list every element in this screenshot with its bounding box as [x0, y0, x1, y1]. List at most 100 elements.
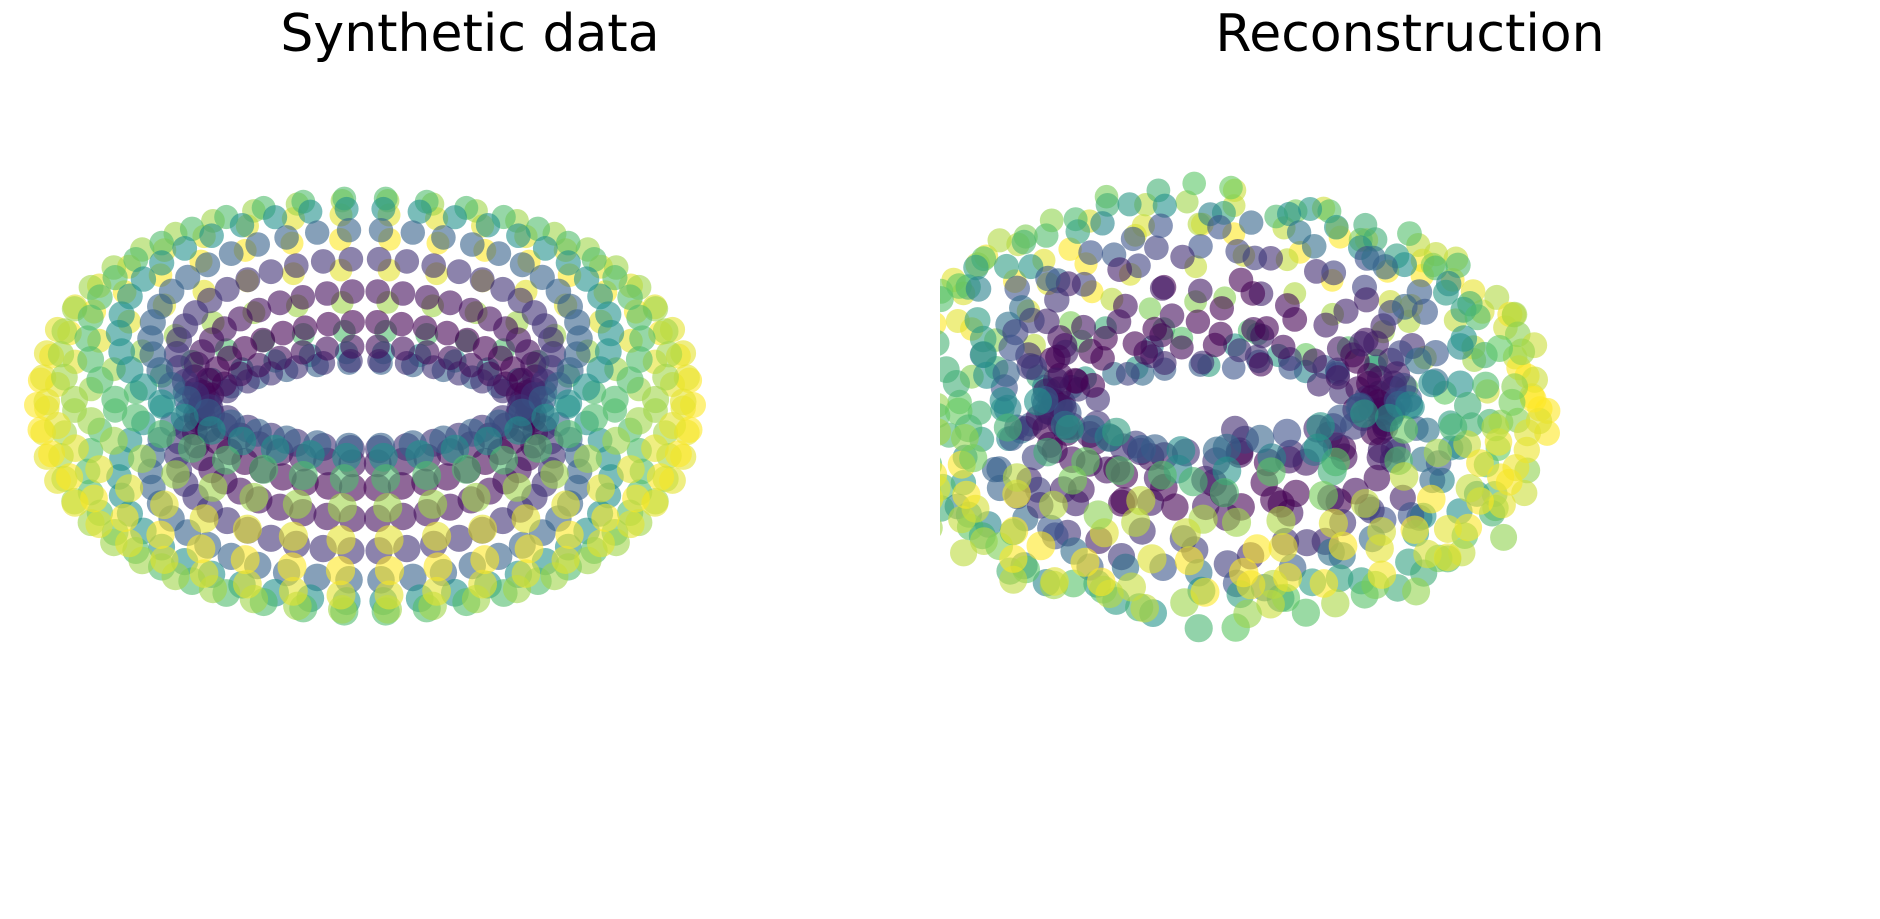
scatter-point: [325, 556, 356, 586]
scatter-point: [279, 576, 308, 606]
scatter-point: [1301, 234, 1327, 259]
scatter-point: [1117, 192, 1142, 217]
scatter-point: [1254, 316, 1279, 341]
scatter-point: [945, 309, 970, 333]
scatter-point: [1374, 403, 1404, 432]
scatter-point: [1137, 544, 1167, 574]
scatter-point: [326, 525, 356, 555]
scatter-point: [1466, 449, 1494, 477]
scatter-point: [511, 504, 541, 533]
scatter-point: [659, 412, 686, 439]
scatter-point: [1256, 457, 1286, 487]
scatter-point: [369, 442, 398, 472]
scatter-point: [1367, 560, 1397, 589]
scatter-point: [1065, 219, 1091, 244]
scatter-point: [245, 232, 270, 257]
scatter-point: [288, 461, 318, 490]
scatter-point: [1487, 463, 1515, 491]
scatter-point: [1293, 529, 1321, 557]
scatter-point: [267, 290, 293, 316]
scatter-point: [60, 385, 89, 414]
scatter-point: [1188, 278, 1213, 304]
scatter-point: [129, 373, 158, 401]
scatter-point: [445, 524, 473, 552]
scatter-point: [314, 281, 340, 306]
scatter-point: [1481, 413, 1510, 442]
scatter-point: [421, 253, 447, 278]
scatter-point: [412, 461, 442, 490]
scatter-point: [460, 232, 485, 257]
scatter-point: [30, 364, 57, 391]
scatter-point: [198, 473, 228, 502]
scatter-point: [1266, 505, 1296, 536]
scatter-point: [390, 336, 415, 361]
scatter-point: [189, 504, 219, 533]
scatter-point: [469, 267, 495, 293]
scatter-point: [400, 220, 425, 245]
scatter-point: [617, 284, 643, 311]
scatter-point: [468, 569, 497, 599]
scatter-point: [970, 341, 997, 368]
scatter-point: [310, 249, 336, 274]
scatter-point: [1353, 287, 1380, 313]
scatter-point: [121, 403, 150, 432]
scatter-point: [1115, 361, 1140, 386]
scatter-point: [1190, 350, 1215, 375]
scatter-point: [1034, 223, 1059, 248]
scatter-point: [1303, 433, 1333, 463]
scatter-point: [1120, 226, 1146, 252]
scatter-point: [434, 320, 460, 346]
scatter-point: [1078, 338, 1104, 364]
scatter-point: [1174, 546, 1204, 576]
scatter-point: [1138, 297, 1162, 321]
scatter-point: [74, 325, 101, 352]
scatter-point: [468, 514, 498, 544]
scatter-point: [999, 565, 1028, 594]
scatter-point: [170, 403, 199, 432]
scatter-point: [87, 284, 113, 311]
scatter-point: [365, 334, 390, 359]
scatter-point: [110, 503, 139, 532]
scatter-point: [940, 519, 943, 537]
scatter-point: [365, 279, 391, 304]
scatter-point: [502, 473, 532, 502]
scatter-point: [1446, 370, 1474, 398]
scatter-point: [629, 325, 656, 352]
scatter-point: [622, 484, 650, 513]
scatter-point: [1363, 330, 1389, 357]
scatter-point: [371, 464, 401, 494]
scatter-point: [1291, 598, 1320, 627]
scatter-point: [340, 279, 365, 304]
scatter-point: [1202, 332, 1228, 358]
scatter-point: [1105, 456, 1135, 486]
scatter-point: [1148, 213, 1173, 239]
scatter-point: [1178, 467, 1208, 497]
scatter-point: [1070, 547, 1100, 577]
scatter-point: [101, 385, 129, 414]
scatter-point: [625, 346, 653, 373]
scatter-point: [1102, 417, 1131, 447]
scatter-point: [1095, 193, 1120, 217]
scatter-point: [554, 389, 583, 418]
scatter-point: [1414, 417, 1440, 443]
scatter-point: [1521, 366, 1548, 393]
scatter-point: [940, 330, 950, 356]
scatter-point: [437, 345, 463, 371]
scatter-point: [374, 556, 405, 586]
scatter-point: [305, 220, 330, 245]
scatter-point: [1083, 500, 1113, 530]
scatter-point: [1488, 491, 1516, 519]
scatter-point: [572, 373, 601, 401]
scatter-point: [1308, 481, 1338, 511]
scatter-point: [1454, 513, 1483, 542]
scatter-point: [965, 276, 992, 302]
scatter-point: [641, 385, 670, 414]
scatter-point: [1071, 314, 1097, 340]
scatter-point: [1277, 201, 1302, 227]
scatter-point: [218, 241, 244, 266]
scatter-point: [551, 490, 580, 520]
scatter-point: [149, 250, 175, 276]
scatter-point: [950, 539, 978, 567]
scatter-point: [1242, 534, 1272, 564]
scatter-point: [532, 236, 558, 261]
